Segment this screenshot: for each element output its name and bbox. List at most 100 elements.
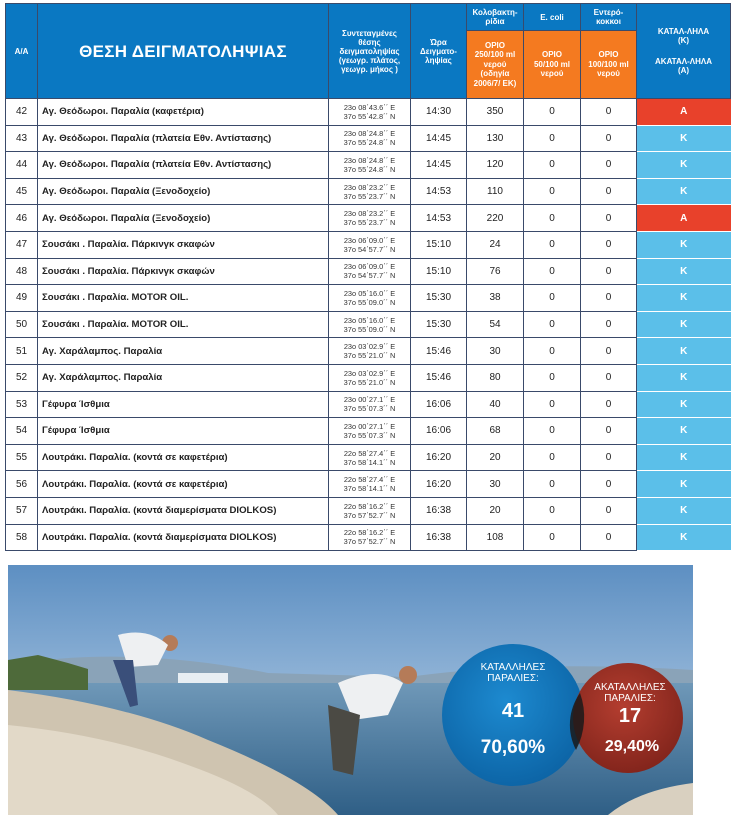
enterococci: 0 [580, 470, 637, 498]
coordinates: 23ο 08΄23.2΄΄ Ε 37ο 55΄23.7΄΄ Ν [328, 204, 411, 232]
location: Αγ. Χαράλαμπος. Παραλία [37, 337, 329, 365]
coordinates: 23ο 03΄02.9΄΄ Ε 37ο 55΄21.0΄΄ Ν [328, 337, 411, 365]
row-id: 52 [5, 363, 38, 392]
longitude: 37ο 55΄23.7΄΄ Ν [343, 191, 396, 201]
latitude: 23ο 08΄24.8΄΄ Ε [343, 129, 396, 139]
row-id: 42 [5, 98, 38, 126]
row-id: 55 [5, 443, 38, 472]
suitable-label: ΚΑΤΑΛΛΗΛΕΣ ΠΑΡΑΛΙΕΣ: [481, 662, 546, 684]
rating: Κ [636, 417, 731, 445]
rating: Κ [636, 231, 731, 259]
coliform: 38 [466, 284, 524, 312]
ecoli: 0 [523, 177, 581, 206]
coliform: 54 [466, 310, 524, 339]
row-id: 53 [5, 390, 38, 419]
longitude: 37ο 54΄57.7΄΄ Ν [343, 271, 396, 281]
limit-enterococci: ΟΡΙΟ 100/100 ml νερού [580, 30, 637, 99]
table-body: 42 Αγ. Θεόδωροι. Παραλία (καφετέρια) 23ο 0… [5, 98, 731, 552]
table-row: 52 Αγ. Χαράλαμπος. Παραλία 23ο 03΄02.9΄΄ Ε… [5, 363, 731, 392]
enterococci: 0 [580, 363, 637, 392]
enterococci: 0 [580, 284, 637, 312]
longitude: 37ο 55΄42.8΄΄ Ν [343, 111, 396, 121]
latitude: 23ο 00΄27.1΄΄ Ε [343, 421, 396, 431]
table-row: 49 Σουσάκι . Παραλία. MOTOR OIL. 23ο 05΄16… [5, 284, 731, 312]
location: Λουτράκι. Παραλία. (κοντά διαμερίσματα D… [37, 496, 329, 525]
sample-time: 14:30 [410, 98, 467, 126]
location: Αγ. Χαράλαμπος. Παραλία [37, 363, 329, 392]
coordinates: 23ο 05΄16.0΄΄ Ε 37ο 55΄09.0΄΄ Ν [328, 310, 411, 339]
sample-time: 15:46 [410, 363, 467, 392]
rating: Κ [636, 311, 731, 339]
row-id: 51 [5, 337, 38, 365]
sample-time: 14:53 [410, 204, 467, 232]
longitude: 37ο 55΄21.0΄΄ Ν [343, 351, 396, 361]
limit-ecoli: ΟΡΙΟ 50/100 ml νερού [523, 30, 581, 99]
row-id: 48 [5, 257, 38, 286]
latitude: 23ο 05΄16.0΄΄ Ε [343, 315, 396, 325]
latitude: 23ο 08΄24.8΄΄ Ε [343, 155, 396, 165]
location: Σουσάκι . Παραλία. MOTOR OIL. [37, 310, 329, 339]
table-row: 55 Λουτράκι. Παραλία. (κοντά σε καφετέρια… [5, 443, 731, 472]
row-id: 44 [5, 151, 38, 179]
table-row: 46 Αγ. Θεόδωροι. Παραλία (Ξενοδοχείο) 23ο … [5, 204, 731, 232]
longitude: 37ο 55΄07.3΄΄ Ν [343, 404, 396, 414]
longitude: 37ο 55΄07.3΄΄ Ν [343, 430, 396, 440]
ecoli: 0 [523, 523, 581, 552]
latitude: 22ο 58΄16.2΄΄ Ε [343, 528, 396, 538]
ecoli: 0 [523, 337, 581, 365]
table-row: 43 Αγ. Θεόδωροι. Παραλία (πλατεία Εθν. Αν… [5, 124, 731, 153]
latitude: 23ο 08΄23.2΄΄ Ε [343, 182, 396, 192]
location: Αγ. Θεόδωροι. Παραλία (καφετέρια) [37, 98, 329, 126]
sample-time: 15:10 [410, 257, 467, 286]
header-ecoli: E. coli [523, 3, 581, 31]
ecoli: 0 [523, 390, 581, 419]
longitude: 37ο 57΄52.7΄΄ Ν [343, 510, 396, 520]
latitude: 22ο 58΄16.2΄΄ Ε [343, 501, 396, 511]
sample-time: 15:46 [410, 337, 467, 365]
row-id: 49 [5, 284, 38, 312]
location: Αγ. Θεόδωροι. Παραλία (Ξενοδοχείο) [37, 177, 329, 206]
enterococci: 0 [580, 443, 637, 472]
location: Αγ. Θεόδωροι. Παραλία (πλατεία Εθν. Αντί… [37, 124, 329, 153]
latitude: 23ο 08΄43.6΄΄ Ε [343, 102, 396, 112]
row-id: 43 [5, 124, 38, 153]
location: Αγ. Θεόδωροι. Παραλία (πλατεία Εθν. Αντί… [37, 151, 329, 179]
latitude: 23ο 05΄16.0΄΄ Ε [343, 288, 396, 298]
longitude: 37ο 55΄23.7΄΄ Ν [343, 218, 396, 228]
latitude: 22ο 58΄27.4΄΄ Ε [343, 475, 396, 485]
suitable-count: 41 [502, 700, 524, 722]
coliform: 40 [466, 390, 524, 419]
unsuitable-circle [573, 663, 683, 773]
header-time: Ώρα Δειγματο-ληψίας [410, 3, 467, 99]
rating: Κ [636, 391, 731, 419]
enterococci: 0 [580, 496, 637, 525]
latitude: 23ο 00΄27.1΄΄ Ε [343, 395, 396, 405]
sample-time: 16:20 [410, 443, 467, 472]
coordinates: 22ο 58΄27.4΄΄ Ε 37ο 58΄14.1΄΄ Ν [328, 470, 411, 498]
coliform: 24 [466, 230, 524, 259]
unsuitable-label: ΑΚΑΤΑΛΛΗΛΕΣ ΠΑΡΑΛΙΕΣ: [594, 682, 665, 704]
rating: Κ [636, 178, 731, 206]
coordinates: 22ο 58΄16.2΄΄ Ε 37ο 57΄52.7΄΄ Ν [328, 523, 411, 552]
coordinates: 23ο 08΄43.6΄΄ Ε 37ο 55΄42.8΄΄ Ν [328, 98, 411, 126]
row-id: 57 [5, 496, 38, 525]
rating: Κ [636, 524, 731, 552]
coordinates: 23ο 03΄02.9΄΄ Ε 37ο 55΄21.0΄΄ Ν [328, 363, 411, 392]
latitude: 22ο 58΄27.4΄΄ Ε [343, 448, 396, 458]
limit-coliform: ΟΡΙΟ 250/100 ml νερού (οδηγία 2006/7/ ΕΚ… [466, 30, 524, 99]
enterococci: 0 [580, 177, 637, 206]
latitude: 23ο 06΄09.0΄΄ Ε [343, 262, 396, 272]
coordinates: 23ο 08΄23.2΄΄ Ε 37ο 55΄23.7΄΄ Ν [328, 177, 411, 206]
table-row: 48 Σουσάκι . Παραλία. Πάρκινγκ σκαφών 23ο … [5, 257, 731, 286]
ferry [178, 673, 228, 683]
location: Σουσάκι . Παραλία. Πάρκινγκ σκαφών [37, 230, 329, 259]
rating: Κ [636, 284, 731, 312]
table-row: 42 Αγ. Θεόδωροι. Παραλία (καφετέρια) 23ο 0… [5, 98, 731, 126]
rating: Κ [636, 470, 731, 498]
header-suitable: ΚΑΤΑΛ-ΛΗΛΑ (Κ) [657, 27, 710, 45]
sample-time: 16:06 [410, 417, 467, 445]
longitude: 37ο 55΄21.0΄΄ Ν [343, 377, 396, 387]
coliform: 108 [466, 523, 524, 552]
sample-time: 14:53 [410, 177, 467, 206]
